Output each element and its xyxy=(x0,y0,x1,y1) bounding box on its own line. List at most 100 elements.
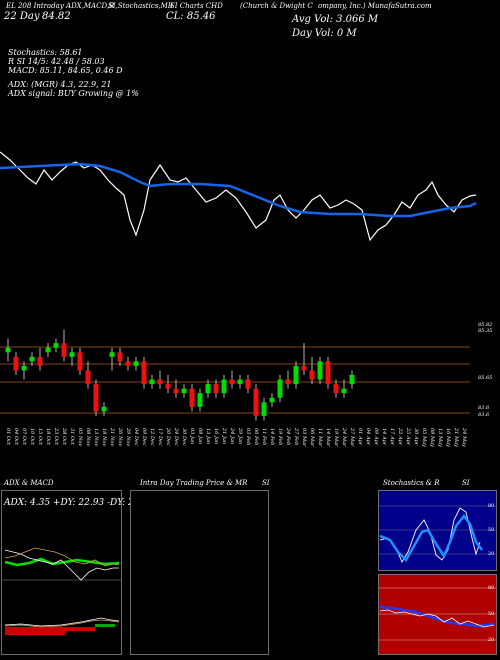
macd-readout: MACD: 85.11, 84.65, 0.46 D xyxy=(8,66,123,75)
candle-body xyxy=(269,397,275,403)
price-white-line xyxy=(0,151,477,242)
date-label: 30 Dec xyxy=(181,428,187,446)
rsi-axis-20: 20 xyxy=(488,637,495,643)
ma-blue-line xyxy=(0,162,477,218)
adx-green-line xyxy=(4,557,120,567)
date-label: 15 Oct xyxy=(37,428,43,445)
date-label: 05 Nov xyxy=(77,428,83,447)
candle-body xyxy=(333,384,339,394)
date-label: 18 Nov xyxy=(101,428,107,447)
date-label: 01 Apr xyxy=(357,428,363,446)
candle-body xyxy=(213,384,219,394)
stoch-rsi-panel xyxy=(378,490,497,655)
macd-histogram xyxy=(5,624,115,635)
date-label: 04 Apr xyxy=(365,428,371,446)
date-label: 24 Feb xyxy=(285,428,291,446)
day-vol: Day Vol: 0 M xyxy=(292,28,357,39)
candle-body xyxy=(21,365,27,371)
date-label: 01 Oct xyxy=(5,428,11,445)
day-label: 22 Day xyxy=(4,11,40,22)
date-label: 12 Dec xyxy=(149,428,155,446)
stoch-axis-50: 50 xyxy=(488,527,495,533)
candle-body xyxy=(229,379,235,385)
rsi-readout: R SI 14/5: 42.48 / 58.03 xyxy=(8,57,105,66)
candle-body xyxy=(325,361,331,385)
date-label: 16 May xyxy=(445,428,451,447)
stoch-d-line xyxy=(379,513,483,563)
right-label-3: 85.65 xyxy=(478,375,493,381)
date-label: 07 Oct xyxy=(21,428,27,445)
date-label: 31 Oct xyxy=(69,428,75,445)
date-label: 06 Mar xyxy=(309,428,315,447)
candle-body xyxy=(117,352,123,362)
date-label: 19 Mar xyxy=(333,428,339,447)
date-label: 21 Jan xyxy=(221,428,227,445)
date-label: 04 Oct xyxy=(13,428,19,445)
date-label: 13 Jan xyxy=(205,428,211,445)
right-label-4: 83.6 xyxy=(478,405,490,411)
date-label: 22 Apr xyxy=(397,428,403,446)
rsi-white-line xyxy=(379,609,495,628)
top-line-chart xyxy=(0,151,477,242)
candle-body xyxy=(349,375,355,385)
date-label: 03 Mar xyxy=(301,428,307,447)
candlestick-chart xyxy=(0,329,470,421)
avg-vol: Avg Vol: 3.066 M xyxy=(292,14,379,25)
candle-body xyxy=(189,388,195,407)
date-label: 05 May xyxy=(421,428,427,447)
date-label: 16 Jan xyxy=(213,428,219,445)
candle-body xyxy=(245,379,251,389)
date-label: 13 Nov xyxy=(93,428,99,447)
date-label: 09 Dec xyxy=(141,428,147,446)
date-label: 27 Mar xyxy=(349,428,355,447)
candle-body xyxy=(45,347,51,353)
candle-body xyxy=(5,347,11,353)
date-label: 21 Nov xyxy=(109,428,115,447)
rsi-axis-80: 80 xyxy=(488,585,495,591)
candle-body xyxy=(221,379,227,394)
candle-body xyxy=(61,343,67,357)
candle-body xyxy=(197,393,203,407)
candle-body xyxy=(165,384,171,389)
date-label: 14 Feb xyxy=(269,428,275,446)
date-label: 17 Dec xyxy=(157,428,163,446)
candle-body xyxy=(309,370,315,380)
stoch-readout: Stochastics: 58.61 xyxy=(8,48,83,57)
candle-body xyxy=(341,388,347,394)
date-label: 03 Feb xyxy=(245,428,251,446)
candle-body xyxy=(149,379,155,385)
header-title-2: SI,Stochastics,MR xyxy=(108,2,174,10)
stoch-panel-title-2: SI xyxy=(462,479,470,487)
date-label: 08 Nov xyxy=(85,428,91,447)
candle-body xyxy=(29,356,35,362)
date-label: 13 May xyxy=(437,428,443,447)
adx-signal: ADX signal: BUY Growing @ 1% xyxy=(8,89,139,98)
candle-body xyxy=(173,388,179,394)
date-label: 14 Mar xyxy=(325,428,331,447)
stoch-axis-80: 80 xyxy=(488,503,495,509)
date-label: 03 Jan xyxy=(189,428,195,445)
header-title-4: (Church & Dwight C xyxy=(240,2,313,10)
candle-body xyxy=(37,356,43,366)
macd-signal-line xyxy=(4,619,120,628)
candle-body xyxy=(157,379,163,385)
date-label: 18 Oct xyxy=(45,428,51,445)
candle-body xyxy=(253,388,259,416)
date-label: 24 Dec xyxy=(173,428,179,446)
candle-body xyxy=(125,361,131,366)
right-label-1: 85.82 xyxy=(478,322,493,328)
candle-body xyxy=(261,402,267,416)
pdi-line xyxy=(4,549,119,581)
date-label: 10 Oct xyxy=(29,428,35,445)
date-label: 24 Mar xyxy=(341,428,347,447)
date-label: 29 Jan xyxy=(237,428,243,445)
adx-readout: ADX: (MGR) 4.3, 22.9, 21 xyxy=(8,80,112,89)
close-label: CL: 85.46 xyxy=(166,11,216,22)
candle-body xyxy=(133,361,139,366)
date-label: 06 Feb xyxy=(253,428,259,446)
candle-body xyxy=(53,343,59,348)
stoch-panel-title: Stochastics & R xyxy=(383,479,440,487)
adx-panel-title: ADX & MACD xyxy=(4,479,54,487)
date-label: 08 May xyxy=(429,428,435,447)
candle-body xyxy=(85,370,91,385)
